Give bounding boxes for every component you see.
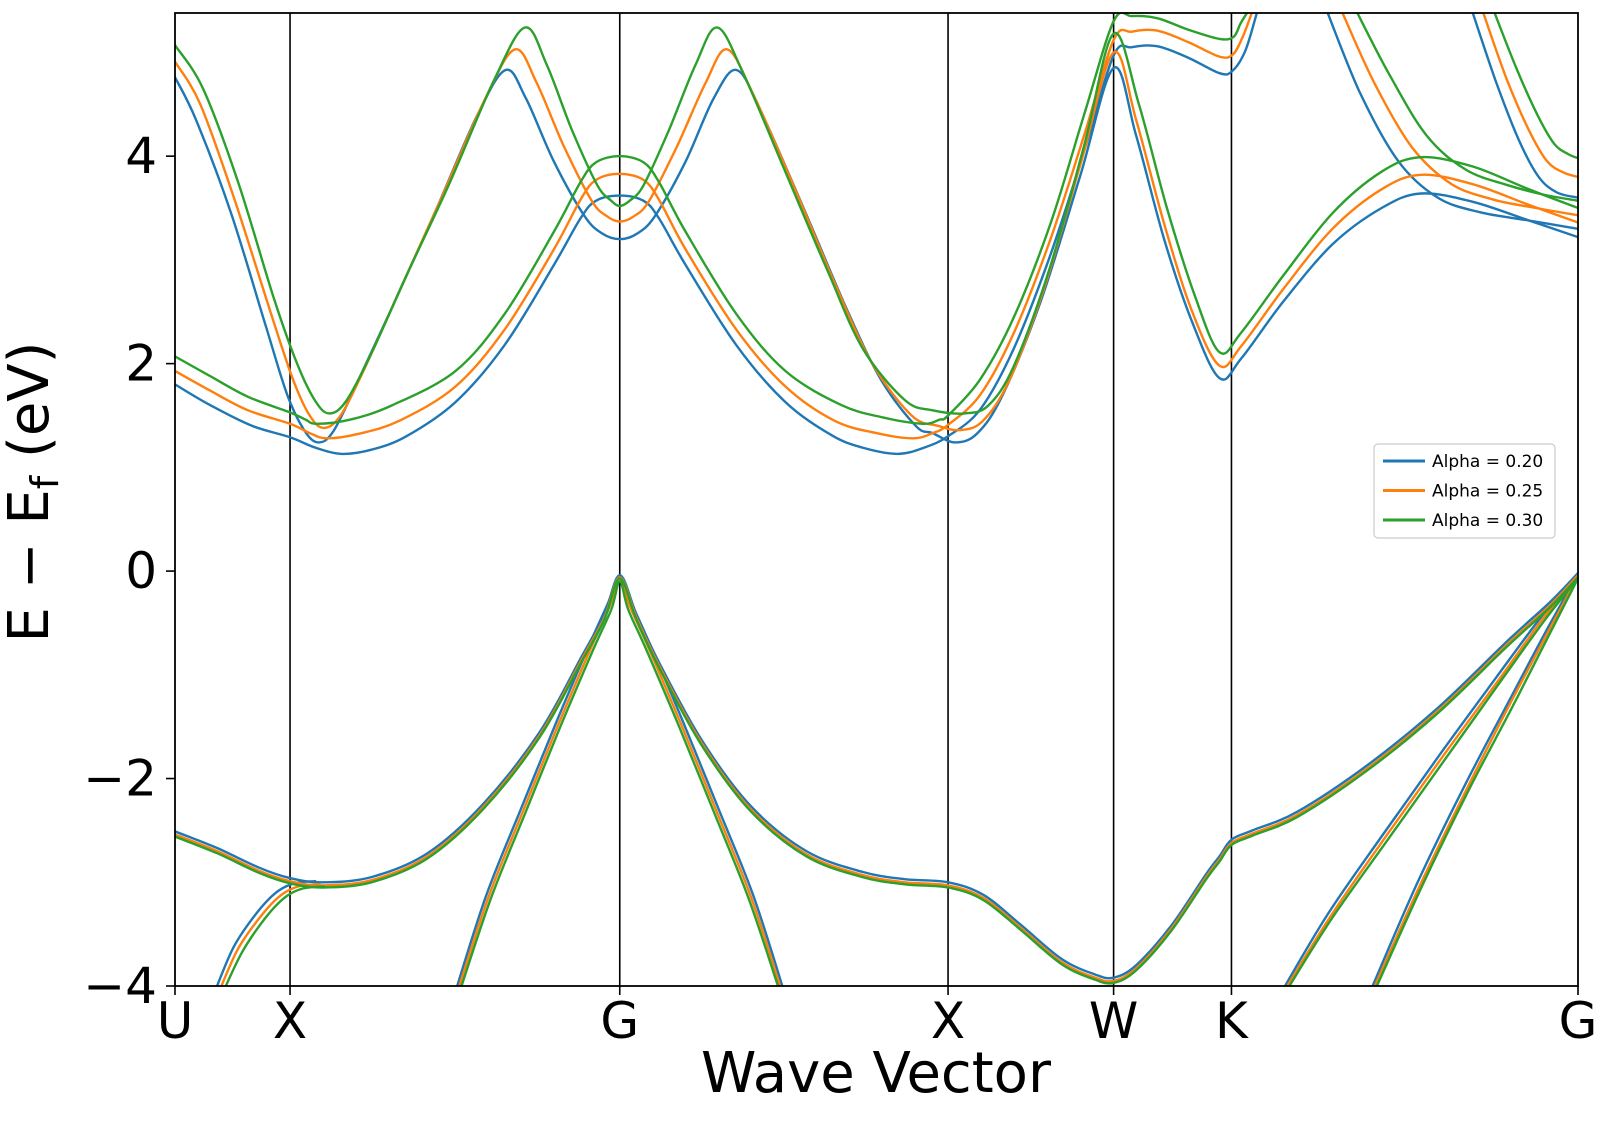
band-line-0.25-3 <box>1482 13 1578 179</box>
band-line-0.20-2 <box>1326 13 1578 230</box>
x-tick-label-G: G <box>1559 992 1598 1050</box>
legend: Alpha = 0.20 Alpha = 0.25 Alpha = 0.30 <box>1373 443 1556 539</box>
symmetry-point-gridlines <box>289 13 1233 986</box>
band-line-0.30-1 <box>175 26 1578 415</box>
y-axis-title: E − Ef (eV) <box>0 342 67 643</box>
band-line-0.30-6 <box>460 580 780 986</box>
plot-border <box>174 12 1579 987</box>
y-axis-title-subscript: f <box>23 474 67 489</box>
y-tick-labels: 4 2 0 −2 −4 <box>83 127 157 1015</box>
y-tick-label--2: −2 <box>83 750 157 808</box>
band-line-0.20-8 <box>1371 573 1578 986</box>
x-tick-label-U: U <box>157 992 194 1050</box>
legend-label-2: Alpha = 0.30 <box>1432 511 1543 531</box>
band-line-0.25-8 <box>1373 575 1578 986</box>
x-axis-title: Wave Vector <box>701 1041 1052 1106</box>
y-tick-label--4: −4 <box>83 957 157 1015</box>
band-line-0.30-2 <box>1356 13 1578 202</box>
band-line-0.30-3 <box>1493 13 1578 160</box>
y-tick-label-4: 4 <box>125 127 157 185</box>
band-line-0.30-0 <box>175 13 1249 426</box>
band-line-0.25-0 <box>175 13 1254 440</box>
band-line-0.30-4 <box>175 576 1578 985</box>
band-line-0.30-7 <box>1288 577 1578 986</box>
band-lines <box>175 13 1578 986</box>
x-tick-label-W: W <box>1089 992 1138 1050</box>
y-axis-title-main: E − E <box>0 489 62 642</box>
legend-box <box>1373 443 1556 539</box>
band-line-0.25-4 <box>175 574 1578 983</box>
band-line-0.30-5 <box>224 885 325 986</box>
band-line-0.20-4 <box>175 571 1578 980</box>
legend-label-0: Alpha = 0.20 <box>1432 452 1543 472</box>
band-line-0.20-1 <box>175 66 1578 444</box>
band-line-0.25-7 <box>1285 575 1578 986</box>
x-tick-label-X: X <box>273 992 307 1050</box>
band-line-0.30-8 <box>1375 577 1578 986</box>
y-tick-label-0: 0 <box>125 542 157 600</box>
band-line-0.25-5 <box>220 883 321 986</box>
band-line-0.20-0 <box>175 13 1259 456</box>
x-tick-label-X: X <box>931 992 965 1050</box>
x-tick-label-G: G <box>600 992 639 1050</box>
axis-ticks <box>166 155 1579 995</box>
band-line-0.25-2 <box>1341 13 1578 217</box>
legend-label-1: Alpha = 0.25 <box>1432 482 1543 502</box>
y-tick-label-2: 2 <box>125 335 157 393</box>
band-line-0.20-3 <box>1471 13 1578 199</box>
y-axis-title-units: (eV) <box>0 342 62 476</box>
x-tick-label-K: K <box>1215 992 1249 1050</box>
